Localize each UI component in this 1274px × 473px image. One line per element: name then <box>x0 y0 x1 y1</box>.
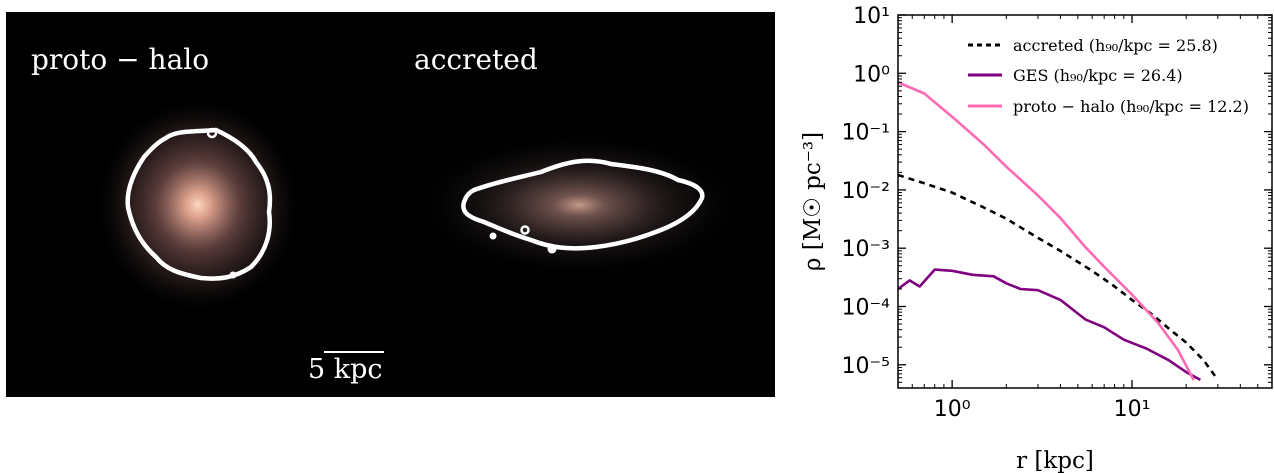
contour-blob <box>520 225 530 235</box>
contour-blob <box>206 127 218 139</box>
accreted-glow <box>409 130 749 280</box>
y-tick-label: 10⁻¹ <box>842 121 890 146</box>
x-tick-label: 10¹ <box>1114 397 1151 422</box>
contour-blob <box>489 232 497 240</box>
x-tick-label: 10⁰ <box>934 397 971 422</box>
contour-blob <box>229 271 237 279</box>
series-line-2 <box>898 81 1195 381</box>
legend-label-1: GES (h₉₀/kpc = 26.4) <box>1013 66 1183 85</box>
series-line-0 <box>898 173 1219 381</box>
proto-halo-label: proto − halo <box>31 43 210 76</box>
proto-halo-contour <box>125 127 273 281</box>
y-tick-label: 10⁰ <box>853 62 890 87</box>
density-profile-chart: 10⁰ 10¹ 10¹ 10⁰ 10⁻¹ 10⁻² 10⁻³ 10⁻⁴ 10⁻⁵ r [kpc] ρ… <box>800 4 1273 473</box>
scalebar-line <box>324 351 384 353</box>
y-tick-label: 10⁻⁴ <box>842 296 891 321</box>
projection-image <box>93 95 749 315</box>
y-tick-label: 10⁻² <box>842 179 890 204</box>
proto-halo-glow <box>93 95 303 315</box>
image-panel: proto − halo accreted 5 kpc <box>6 12 775 397</box>
accreted-label: accreted <box>414 43 538 76</box>
scalebar-label: 5 kpc <box>308 354 383 385</box>
y-tick-label: 10⁻⁵ <box>842 354 890 379</box>
series-line-1 <box>898 268 1202 382</box>
legend-label-2: proto − halo (h₉₀/kpc = 12.2) <box>1013 97 1249 116</box>
contour-blob <box>547 244 557 254</box>
x-axis-label: r [kpc] <box>1016 448 1094 473</box>
plot-frame <box>897 14 1273 389</box>
legend-label-0: accreted (h₉₀/kpc = 25.8) <box>1013 36 1218 55</box>
y-axis-label: ρ [M☉ pc⁻³] <box>800 132 826 271</box>
y-tick-label: 10⁻³ <box>842 237 890 262</box>
accreted-contour <box>461 158 705 251</box>
y-tick-label: 10¹ <box>853 4 890 29</box>
